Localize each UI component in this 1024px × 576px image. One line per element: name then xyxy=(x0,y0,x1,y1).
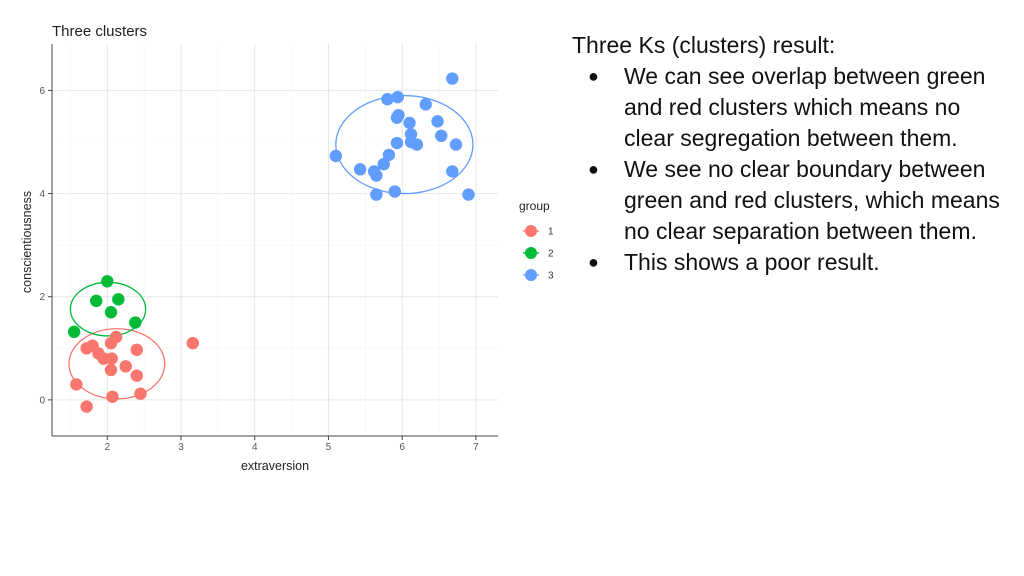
data-point-group-3 xyxy=(435,129,448,143)
y-tick-label: 0 xyxy=(39,395,45,406)
notes-heading: Three Ks (clusters) result: xyxy=(572,32,836,58)
y-tick-label: 6 xyxy=(39,86,45,97)
x-tick-label: 5 xyxy=(326,442,332,453)
cluster-ellipse-3 xyxy=(335,94,474,195)
data-point-group-3 xyxy=(329,149,343,163)
y-tick-label: 2 xyxy=(39,292,45,303)
data-point-group-1 xyxy=(109,330,123,344)
data-point-group-1 xyxy=(104,363,118,377)
data-point-group-3 xyxy=(388,185,401,198)
data-point-group-1 xyxy=(80,400,93,413)
data-point-group-3 xyxy=(403,116,416,130)
data-point-group-1 xyxy=(70,378,83,391)
data-point-group-3 xyxy=(370,188,383,201)
data-point-group-2 xyxy=(67,325,81,339)
bullet-icon: ● xyxy=(588,66,599,86)
data-point-group-3 xyxy=(446,165,459,178)
legend-label: 1 xyxy=(548,227,554,238)
data-point-group-2 xyxy=(129,316,142,329)
notes-bullet-item: ● We can see overlap between green and re… xyxy=(572,61,1012,154)
notes-panel: Three Ks (clusters) result: ● We can see … xyxy=(572,30,1012,278)
legend-key-point xyxy=(525,269,537,281)
notes-bullet-item: ● We see no clear boundary between green … xyxy=(572,154,1012,247)
data-point-group-2 xyxy=(90,294,103,308)
x-tick-label: 7 xyxy=(473,442,479,453)
data-point-group-2 xyxy=(104,306,118,319)
x-tick-label: 4 xyxy=(252,442,258,453)
data-point-group-1 xyxy=(106,390,119,403)
data-point-group-2 xyxy=(101,275,114,288)
data-point-group-1 xyxy=(186,336,200,350)
data-point-group-3 xyxy=(353,163,367,176)
chart-svg: Three clusters 2 3 4 5 6 7 0 2 4 6 extraversion cons… xyxy=(20,23,554,473)
scatter-chart: Three clusters 2 3 4 5 6 7 0 2 4 6 extraversion cons… xyxy=(0,0,560,490)
data-point-group-1 xyxy=(105,352,118,365)
data-point-group-3 xyxy=(382,148,396,162)
legend-key-point xyxy=(525,247,537,259)
data-point-group-1 xyxy=(134,387,147,400)
legend-title: group xyxy=(519,199,550,213)
notes-bullet-text: This shows a poor result. xyxy=(624,249,880,275)
data-point-group-3 xyxy=(462,188,475,201)
legend-label: 3 xyxy=(548,271,554,282)
x-axis-title: extraversion xyxy=(241,459,309,473)
data-point-group-3 xyxy=(431,115,444,128)
notes-list: ● We can see overlap between green and re… xyxy=(572,61,1012,278)
y-axis-title: conscientiousness xyxy=(20,191,34,293)
notes-bullet-text: We can see overlap between green and red… xyxy=(624,63,986,151)
notes-bullet-item: ● This shows a poor result. xyxy=(572,247,1012,278)
chart-title: Three clusters xyxy=(52,23,147,40)
data-point-group-3 xyxy=(419,98,432,111)
data-point-group-1 xyxy=(119,360,132,373)
data-point-group-3 xyxy=(370,169,383,182)
data-point-group-3 xyxy=(446,72,459,85)
legend-key-point xyxy=(525,225,537,237)
data-point-group-3 xyxy=(377,157,390,171)
data-point-group-3 xyxy=(390,136,404,150)
data-point-group-3 xyxy=(449,138,463,151)
notes-bullet-text: We see no clear boundary between green a… xyxy=(624,156,1000,244)
bullet-icon: ● xyxy=(588,159,599,179)
data-point-group-1 xyxy=(130,369,143,382)
legend-label: 2 xyxy=(548,249,554,260)
data-point-group-3 xyxy=(391,90,404,104)
x-tick-label: 6 xyxy=(399,442,405,453)
bullet-icon: ● xyxy=(588,252,599,272)
data-point-group-3 xyxy=(390,111,404,124)
x-tick-label: 2 xyxy=(105,442,111,453)
data-point-group-1 xyxy=(130,343,143,357)
y-tick-label: 4 xyxy=(39,189,45,200)
x-tick-label: 3 xyxy=(178,442,184,453)
data-point-group-3 xyxy=(381,92,394,106)
data-point-group-2 xyxy=(112,293,125,306)
data-point-group-3 xyxy=(410,138,424,151)
